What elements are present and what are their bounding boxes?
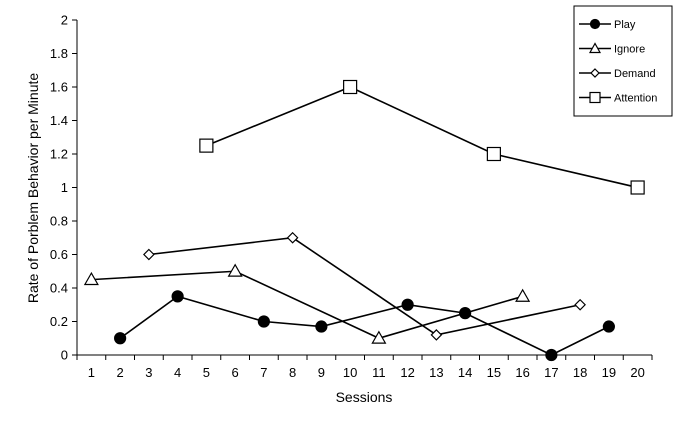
x-tick-label: 16 [515, 365, 529, 380]
data-point-attention [486, 146, 501, 162]
legend-label-demand: Demand [614, 68, 656, 80]
x-tick-label: 1 [88, 365, 95, 380]
data-point-ignore [371, 330, 387, 344]
y-tick-label: 0 [61, 348, 68, 363]
legend-marker-attention [589, 91, 601, 104]
legend-marker-demand [590, 68, 600, 78]
y-tick-label: 0.4 [50, 281, 68, 296]
y-tick-label: 1.4 [50, 113, 68, 128]
y-tick-label: 0.2 [50, 314, 68, 329]
y-tick-label: 1 [61, 180, 68, 195]
x-axis-title: Sessions [336, 389, 393, 405]
series-line-demand [148, 236, 581, 336]
data-point-attention [199, 138, 214, 153]
data-point-demand [286, 231, 299, 244]
series-line-attention [206, 86, 638, 189]
y-tick-label: 1.8 [50, 46, 68, 61]
x-tick-label: 10 [343, 365, 357, 380]
data-point-demand [143, 248, 155, 261]
y-axis-ticks: 0 0.2 0.4 0.6 0.8 1 1.2 1.4 1.6 1.8 2 [50, 13, 77, 363]
series-line-ignore [91, 270, 523, 340]
x-tick-label: 12 [400, 365, 414, 380]
data-point-demand [574, 298, 586, 311]
data-point-play [545, 348, 558, 362]
y-tick-label: 2 [61, 13, 68, 28]
x-tick-label: 11 [372, 365, 386, 380]
x-tick-label: 14 [458, 365, 472, 380]
legend-marker-ignore [588, 42, 602, 54]
legend: Play Ignore Demand Attention [573, 5, 673, 117]
series-lines [91, 86, 638, 356]
data-point-ignore [83, 271, 99, 286]
data-point-play [459, 307, 472, 320]
data-point-attention [630, 180, 645, 195]
data-point-play [315, 320, 328, 333]
x-tick-label: 17 [544, 365, 558, 380]
y-tick-label: 0.8 [50, 214, 68, 229]
series-markers [83, 79, 645, 362]
data-point-play [171, 290, 184, 303]
x-tick-label: 15 [487, 365, 501, 380]
y-tick-label: 1.2 [50, 147, 68, 162]
x-tick-label: 8 [289, 365, 296, 380]
data-point-ignore [515, 288, 531, 302]
x-tick-label: 7 [260, 365, 267, 380]
x-tick-label: 5 [203, 365, 210, 380]
data-point-ignore [227, 263, 243, 277]
data-point-demand [430, 329, 443, 341]
legend-label-ignore: Ignore [614, 44, 645, 56]
legend-label-attention: Attention [614, 93, 657, 105]
x-tick-label: 6 [232, 365, 239, 380]
x-tick-label: 19 [602, 365, 616, 380]
y-tick-label: 0.6 [50, 247, 68, 262]
x-tick-label: 9 [318, 365, 325, 380]
legend-label-play: Play [614, 19, 636, 31]
y-axis-title: Rate of Porblem Behavior per Minute [25, 73, 41, 304]
x-tick-label: 20 [630, 365, 644, 380]
data-point-attention [343, 79, 358, 95]
legend-marker-play [589, 18, 601, 30]
y-tick-label: 1.6 [50, 80, 68, 95]
data-point-play [602, 320, 615, 333]
series-line-play [119, 295, 610, 356]
x-tick-label: 2 [117, 365, 124, 380]
axes [76, 20, 652, 356]
data-point-play [401, 298, 414, 311]
x-tick-label: 13 [429, 365, 443, 380]
x-tick-label: 18 [573, 365, 587, 380]
data-point-play [257, 315, 270, 328]
x-axis-ticks: 1 2 3 4 5 6 7 8 9 10 11 12 13 14 15 16 17 18 19 20 [76, 355, 653, 380]
data-point-play [114, 332, 127, 345]
x-tick-label: 3 [145, 365, 152, 380]
x-tick-label: 4 [174, 365, 181, 380]
